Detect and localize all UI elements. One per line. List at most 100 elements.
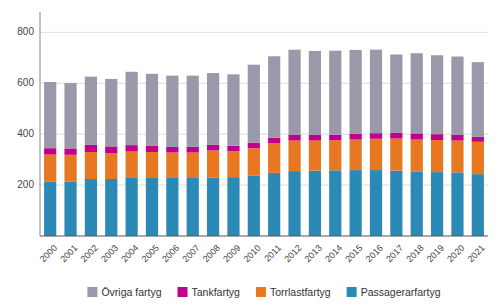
bar-segment [166,153,178,178]
bar-segment [370,50,382,133]
x-tick-label: 2018 [404,243,425,264]
bar-segment [390,133,402,139]
y-tick-label: 400 [17,128,34,139]
grid [40,32,488,185]
legend-label: Övriga fartyg [101,286,161,298]
bar-segment [166,147,178,153]
bar-segment [472,137,484,142]
bar-segment [105,146,117,153]
bar-segment [105,79,117,146]
x-tick-label: 2004 [119,243,140,264]
x-tick-label: 2009 [221,243,242,264]
bar-segment [207,145,219,151]
x-tick-label: 2000 [38,243,59,264]
bar-segment [126,178,138,236]
x-tick-label: 2014 [323,243,344,264]
bar-segment [126,151,138,177]
bar-segment [44,82,56,148]
legend-swatch [347,287,357,297]
x-tick-label: 2003 [99,243,120,264]
x-tick-label: 2013 [303,243,324,264]
bar-segment [411,133,423,139]
bar-segment [431,55,443,134]
x-tick-label: 2021 [466,243,487,264]
bar-segment [350,134,362,140]
y-axis-line [40,12,41,236]
x-tick-label: 2008 [201,243,222,264]
bar-segment [329,135,341,141]
bar-segment [146,152,158,178]
bar-segment [268,173,280,236]
bar-segment [329,170,341,236]
bar-segment [248,143,260,149]
bar-segment [166,76,178,147]
x-tick-label: 2016 [364,243,385,264]
bar-segment [370,139,382,170]
bar-segment [146,146,158,152]
bar-segment [309,141,321,171]
bar-segment [64,155,76,182]
legend-label: Torrlastfartyg [270,286,331,298]
bar-segment [105,179,117,236]
bar-segment [309,171,321,236]
bar-segment [370,133,382,139]
x-tick-label: 2001 [58,243,79,264]
bar-segment [44,155,56,182]
bar-segment [350,140,362,171]
bar-segment [309,51,321,135]
bar-segment [146,74,158,146]
bar-segment [64,182,76,236]
x-tick-label: 2017 [384,243,405,264]
bar-segment [85,77,97,145]
bar-segment [207,177,219,236]
legend-label: Tankfartyg [192,286,241,298]
bars [44,50,484,236]
x-axis: 2000200120022003200420052006200720082009… [38,236,488,264]
bar-segment [451,172,463,236]
x-tick-label: 2010 [242,243,263,264]
bar-segment [227,146,239,152]
bar-segment [288,171,300,236]
bar-segment [64,148,76,154]
x-tick-label: 2011 [262,243,283,264]
bar-segment [390,55,402,133]
bar-segment [166,178,178,236]
x-tick-label: 2005 [140,243,161,264]
bar-segment [431,172,443,236]
bar-segment [44,148,56,154]
bar-segment [451,57,463,135]
y-tick-label: 200 [17,179,34,190]
bar-segment [390,171,402,236]
legend-swatch [87,287,97,297]
bar-segment [288,135,300,141]
x-tick-label: 2020 [445,243,466,264]
bar-segment [411,172,423,236]
bar-segment [227,151,239,177]
x-axis-line [40,236,488,237]
x-tick-label: 2002 [79,243,100,264]
bar-segment [370,170,382,236]
bar-segment [350,50,362,134]
bar-segment [451,135,463,141]
bar-segment [126,145,138,151]
bar-segment [350,170,362,236]
bar-segment [85,145,97,152]
bar-segment [309,135,321,141]
bar-segment [126,72,138,145]
bar-segment [227,177,239,236]
bar-segment [431,140,443,172]
bar-segment [390,139,402,171]
chart: 2004006008002000200120022003200420052006… [0,0,500,308]
bar-segment [44,182,56,236]
bar-segment [431,134,443,140]
bar-segment [472,142,484,174]
bar-segment [329,51,341,135]
bar-segment [411,53,423,133]
bar-segment [268,143,280,173]
bar-segment [187,153,199,178]
x-tick-label: 2015 [343,243,364,264]
bar-segment [329,140,341,170]
y-axis: 200400600800 [17,12,40,236]
x-tick-label: 2012 [282,243,303,264]
bar-segment [288,50,300,135]
